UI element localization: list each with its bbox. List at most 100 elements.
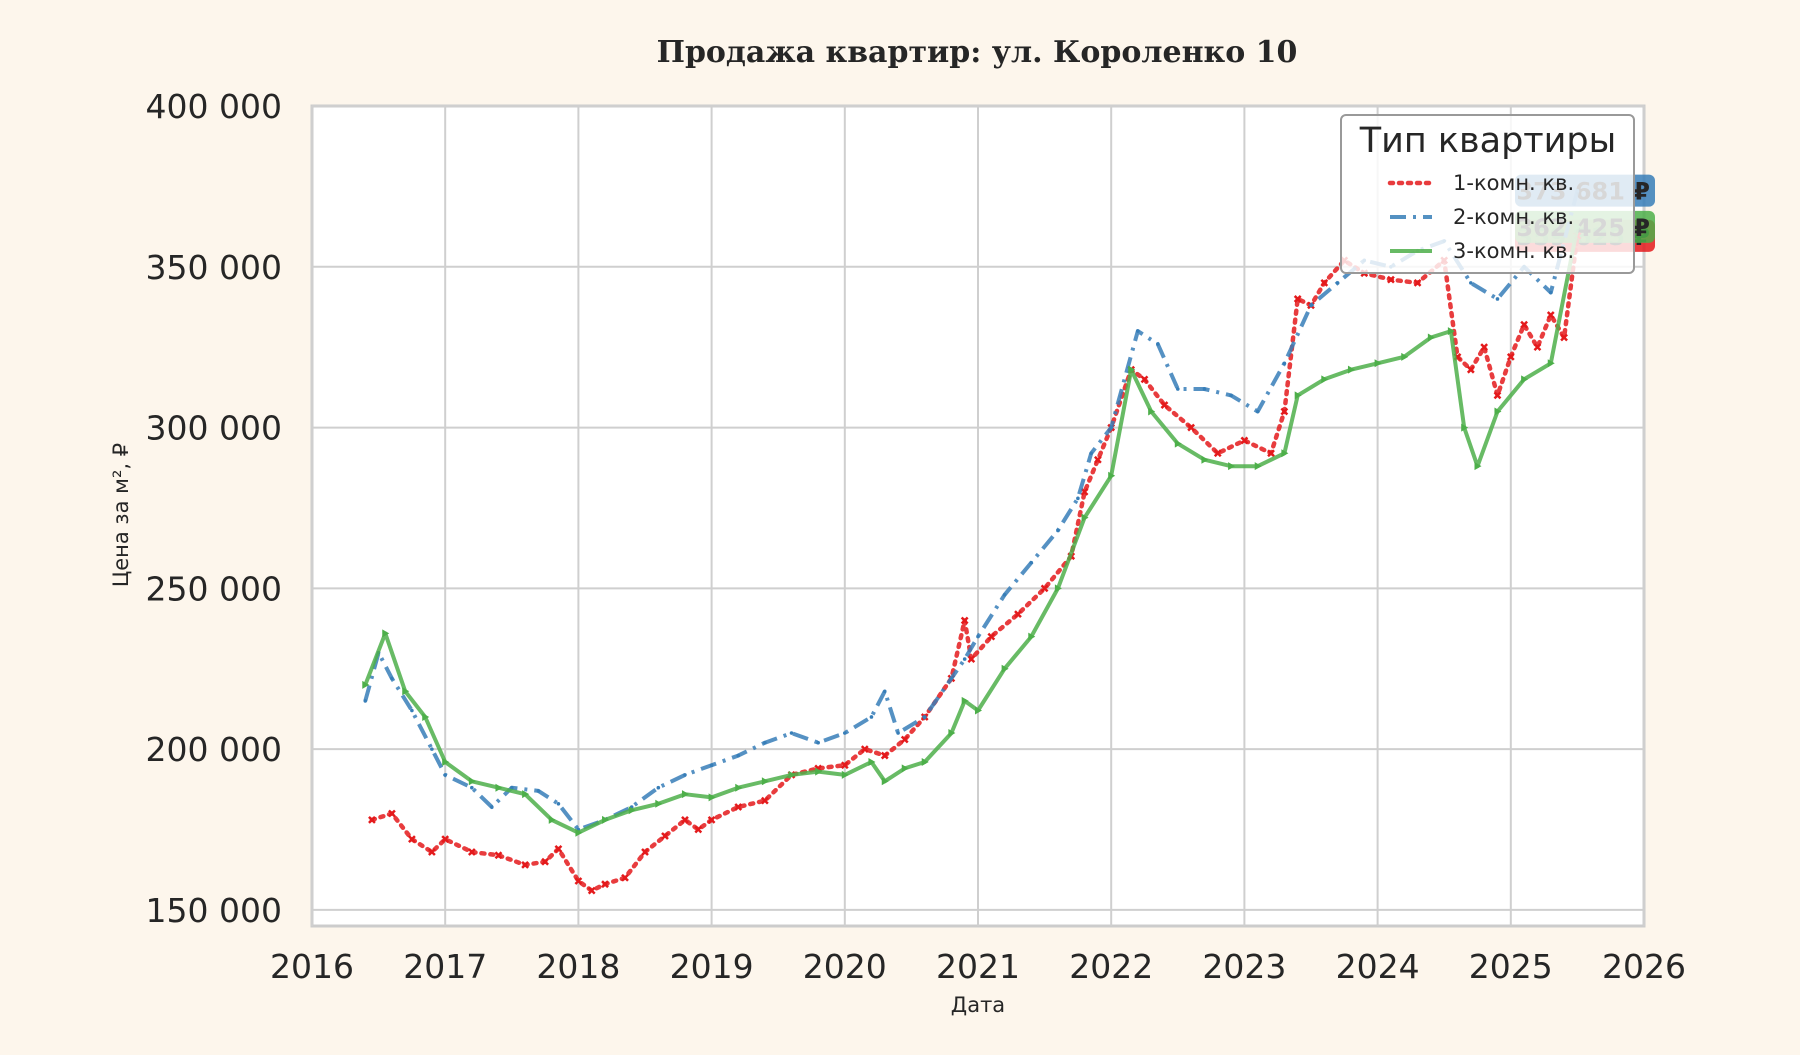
data-point: [1040, 584, 1049, 593]
data-point: [1321, 375, 1329, 384]
data-point-stroke: [1240, 436, 1249, 445]
data-point: [1427, 333, 1435, 342]
data-point-stroke: [1466, 365, 1475, 374]
data-point: [708, 793, 716, 802]
data-point: [868, 758, 876, 766]
data-point: [441, 835, 450, 844]
data-point: [815, 767, 823, 776]
data-point: [1240, 436, 1249, 445]
data-point: [1282, 361, 1287, 366]
data-point: [1547, 359, 1555, 368]
data-point: [734, 803, 743, 811]
data-point: [422, 712, 430, 721]
y-tick-label: 300 000: [146, 409, 282, 448]
data-point: [510, 785, 514, 790]
data-point: [575, 828, 583, 837]
y-tick-label: 200 000: [146, 730, 282, 769]
data-point-stroke: [1560, 333, 1568, 342]
data-point: [788, 770, 796, 779]
data-point-stroke: [987, 632, 996, 641]
data-point: [921, 758, 929, 766]
x-tick-label: 2024: [1336, 947, 1420, 986]
data-point: [548, 815, 556, 824]
data-point-stroke: [1280, 407, 1289, 416]
data-point: [541, 857, 549, 866]
data-point: [1054, 584, 1062, 593]
data-point: [1136, 329, 1140, 333]
data-point: [1281, 449, 1289, 458]
data-point: [402, 687, 410, 696]
data-point: [494, 851, 503, 860]
data-point: [1309, 303, 1313, 308]
y-tick-label: 250 000: [146, 569, 282, 608]
data-point: [735, 783, 743, 792]
x-tick-label: 2017: [403, 947, 487, 986]
data-point-stroke: [1014, 610, 1022, 618]
data-point: [1335, 281, 1340, 285]
data-point: [1128, 365, 1136, 374]
data-point-stroke: [1506, 352, 1515, 361]
data-point: [521, 861, 530, 869]
data-point: [1374, 359, 1382, 368]
data-point: [1029, 560, 1034, 565]
data-point: [1014, 610, 1022, 618]
data-point: [1202, 387, 1207, 391]
data-point: [1076, 496, 1080, 501]
data-point: [1480, 343, 1489, 352]
data-point-stroke: [587, 886, 596, 895]
y-tick-label: 350 000: [146, 248, 282, 287]
data-point: [1267, 449, 1275, 458]
data-point-stroke: [694, 825, 703, 834]
data-point: [1176, 387, 1180, 391]
data-point: [1108, 471, 1116, 480]
data-point: [896, 731, 900, 735]
data-point: [443, 773, 448, 777]
data-point: [601, 880, 609, 889]
data-point: [1320, 278, 1329, 287]
data-point-stroke: [1520, 320, 1529, 329]
data-point: [736, 753, 741, 758]
data-point-stroke: [1320, 278, 1329, 287]
x-tick-label: 2023: [1202, 947, 1286, 986]
y-axis-title: Цена за м², ₽: [109, 443, 133, 587]
legend-title: Тип квартиры: [1359, 121, 1617, 161]
x-tick-label: 2016: [270, 947, 354, 986]
data-point-stroke: [574, 877, 583, 885]
data-point: [789, 731, 794, 735]
data-point: [1521, 375, 1529, 384]
data-point-stroke: [441, 835, 450, 844]
data-point: [1533, 343, 1542, 352]
data-point-stroke: [541, 857, 549, 866]
data-point: [987, 632, 996, 641]
data-point: [949, 676, 954, 681]
data-point: [760, 796, 769, 805]
data-point-stroke: [1187, 423, 1196, 432]
data-point: [554, 844, 563, 853]
data-point: [1228, 462, 1236, 471]
data-point: [427, 848, 436, 856]
data-point: [587, 886, 596, 895]
y-tick-label: 150 000: [146, 891, 282, 930]
data-point: [1028, 632, 1036, 641]
data-point: [1506, 352, 1515, 361]
series-line-3: [363, 226, 1580, 835]
data-point-stroke: [1213, 449, 1222, 458]
data-point: [1080, 487, 1089, 496]
data-point-stroke: [554, 844, 563, 853]
data-point-stroke: [388, 809, 396, 818]
data-point: [816, 740, 820, 745]
data-point: [1255, 409, 1260, 414]
data-point: [761, 777, 769, 786]
data-point: [1156, 342, 1160, 346]
data-point: [656, 785, 661, 790]
data-point: [1548, 290, 1553, 295]
data-point: [382, 629, 390, 638]
x-tick-label: 2025: [1469, 947, 1553, 986]
data-point: [1293, 295, 1302, 303]
data-point-stroke: [1533, 343, 1542, 352]
data-point: [410, 708, 414, 713]
data-point: [1213, 449, 1222, 458]
data-point: [495, 783, 503, 792]
data-point: [1148, 407, 1156, 416]
data-point-stroke: [1267, 449, 1275, 458]
